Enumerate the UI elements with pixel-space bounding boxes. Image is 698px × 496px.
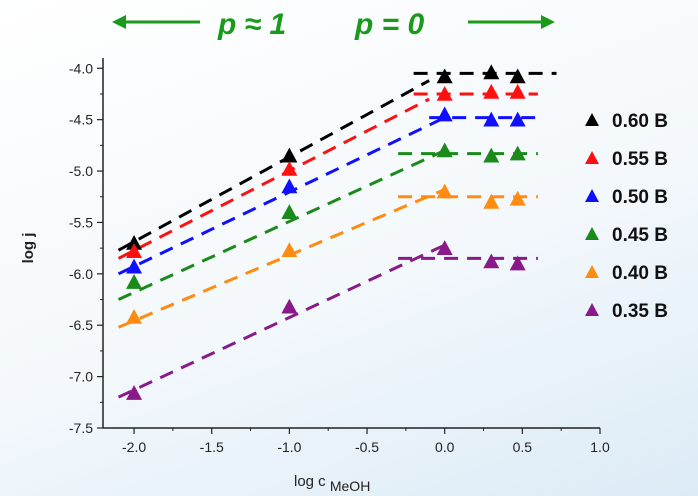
- x-tick-label: -1.5: [200, 439, 224, 455]
- y-tick-label: -6.0: [69, 266, 93, 282]
- x-tick-label: 0.5: [513, 439, 533, 455]
- fit-line: [117, 116, 446, 276]
- y-tick-label: -4.0: [69, 60, 93, 76]
- legend-marker: [585, 189, 599, 202]
- x-tick-label: 0.0: [435, 439, 455, 455]
- y-tick-label: -7.0: [69, 369, 93, 385]
- data-point: [281, 178, 298, 194]
- data-point: [509, 255, 526, 271]
- legend-marker: [585, 227, 599, 240]
- fit-line: [117, 97, 430, 260]
- legend-label: 0.50 B: [612, 187, 668, 208]
- legend-label: 0.60 B: [612, 111, 668, 132]
- data-point: [126, 243, 143, 259]
- legend-marker: [585, 151, 599, 164]
- data-point: [281, 147, 298, 163]
- legend-marker: [585, 265, 599, 278]
- data-point: [126, 309, 143, 324]
- data-point: [281, 204, 298, 219]
- data-point: [509, 68, 526, 84]
- y-tick-label: -6.5: [69, 317, 93, 333]
- fit-line: [117, 188, 446, 329]
- data-point: [483, 83, 500, 99]
- y-tick-label: -5.5: [69, 214, 93, 230]
- data-point: [436, 106, 453, 122]
- legend-label: 0.40 B: [612, 263, 668, 284]
- data-markers: [126, 64, 526, 400]
- data-point: [436, 183, 453, 199]
- data-point: [436, 240, 453, 255]
- data-point: [126, 235, 143, 250]
- annotation-right: p = 0: [354, 8, 425, 41]
- data-point: [436, 85, 453, 101]
- legend-label: 0.35 B: [612, 301, 668, 322]
- x-axis-label-main: log c: [294, 473, 326, 490]
- x-axis-label-sub: MeOH: [330, 478, 370, 494]
- x-tick-label: -0.5: [355, 439, 379, 455]
- data-point: [281, 298, 298, 314]
- legend-marker: [585, 303, 599, 316]
- y-tick-label: -5.0: [69, 163, 93, 179]
- data-point: [483, 111, 500, 127]
- data-point: [509, 145, 526, 161]
- left-arrow-head: [112, 15, 126, 29]
- legend-label: 0.55 B: [612, 149, 668, 170]
- x-tick-label: 1.0: [590, 439, 610, 455]
- y-tick-label: -4.5: [69, 112, 93, 128]
- data-point: [126, 385, 143, 400]
- x-tick-label: -1.0: [277, 439, 301, 455]
- fit-line: [117, 79, 430, 252]
- data-point: [126, 258, 143, 274]
- y-ticks: -4.0 -4.5 -5.0 -5.5 -6.0 -6.5 -7.0 -7.5: [69, 60, 103, 436]
- fit-line: [117, 243, 446, 399]
- x-axis-label: log c MeOH: [294, 473, 370, 494]
- annotation-group: p ≈ 1 p = 0: [112, 8, 555, 41]
- legend-label: 0.45 B: [612, 225, 668, 246]
- legend: 0.60 B 0.55 B 0.50 B 0.45 B 0.40 B 0.35 B: [585, 111, 668, 322]
- data-point: [483, 64, 500, 80]
- data-point: [509, 190, 526, 206]
- fit-line: [117, 149, 446, 301]
- right-arrow-head: [541, 15, 555, 29]
- data-point: [483, 253, 500, 269]
- data-point: [126, 274, 143, 289]
- data-point: [436, 68, 453, 84]
- legend-marker: [585, 113, 599, 126]
- data-point: [509, 111, 526, 127]
- data-point: [436, 142, 453, 158]
- x-ticks: -2.0 -1.5 -1.0 -0.5 0.0 0.5 1.0: [122, 428, 610, 455]
- data-point: [281, 242, 298, 257]
- data-point: [509, 83, 526, 99]
- x-tick-label: -2.0: [122, 439, 146, 455]
- fit-lines: [117, 71, 557, 399]
- y-axis-label: log j: [20, 233, 37, 264]
- data-point: [483, 147, 500, 163]
- data-point: [281, 161, 298, 176]
- y-tick-label: -7.5: [69, 420, 93, 436]
- data-point: [483, 193, 500, 209]
- annotation-left: p ≈ 1: [217, 8, 286, 41]
